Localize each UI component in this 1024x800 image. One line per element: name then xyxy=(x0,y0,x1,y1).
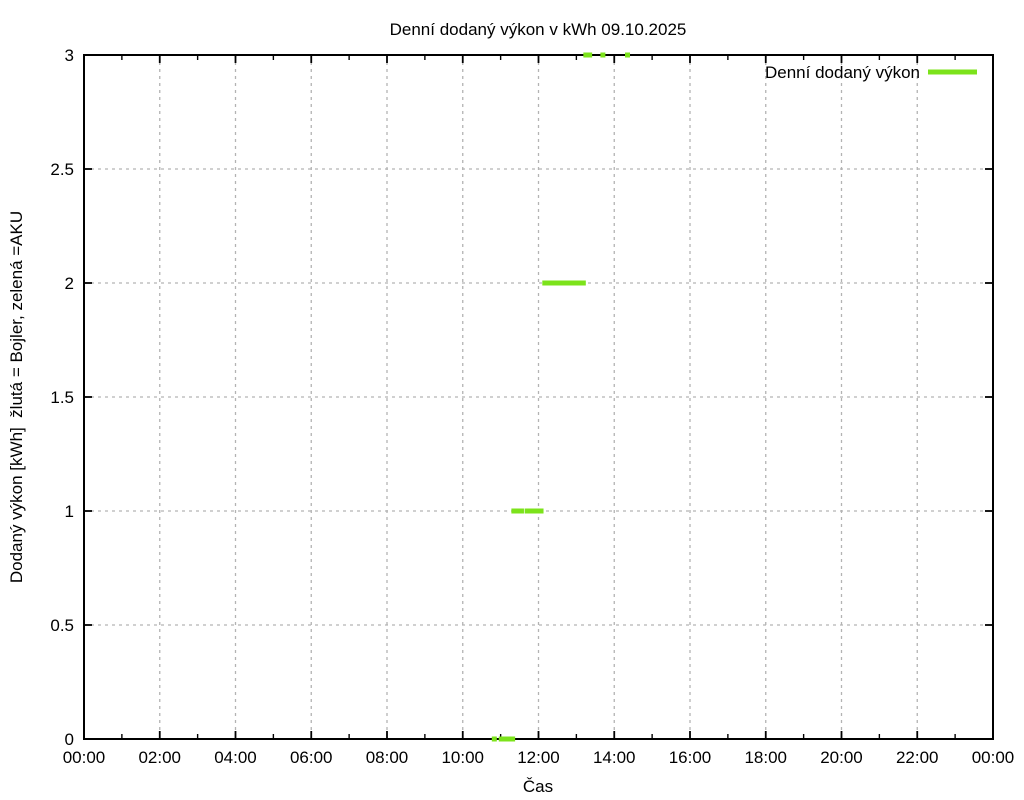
data-point xyxy=(577,280,583,286)
axes-and-ticks xyxy=(83,54,994,740)
y-tick-label: 2.5 xyxy=(50,160,74,179)
x-tick-label: 22:00 xyxy=(896,748,939,767)
x-tick-label: 20:00 xyxy=(820,748,863,767)
x-tick-label: 08:00 xyxy=(366,748,409,767)
x-tick-label: 18:00 xyxy=(744,748,787,767)
data-point xyxy=(556,280,562,286)
data-point xyxy=(515,508,521,514)
data-point xyxy=(491,736,497,742)
data-point xyxy=(510,736,516,742)
x-tick-label: 04:00 xyxy=(214,748,257,767)
data-point xyxy=(524,508,530,514)
x-tick-label: 00:00 xyxy=(972,748,1015,767)
legend-label: Denní dodaný výkon xyxy=(765,63,920,82)
data-point xyxy=(573,280,579,286)
x-tick-label: 14:00 xyxy=(593,748,636,767)
data-point xyxy=(542,280,548,286)
data-point xyxy=(625,52,631,58)
data-point xyxy=(498,736,504,742)
data-point xyxy=(506,736,512,742)
data-point xyxy=(518,508,524,514)
x-tick-labels: 00:00 02:00 04:00 06:00 08:00 10:00 12:00 14:00… xyxy=(63,748,1015,767)
x-tick-label: 16:00 xyxy=(669,748,712,767)
data-point xyxy=(549,280,555,286)
grid-lines xyxy=(84,55,993,739)
data-point xyxy=(600,52,606,58)
y-tick-label: 1 xyxy=(65,502,74,521)
y-tick-label: 2 xyxy=(65,274,74,293)
x-tick-label: 00:00 xyxy=(63,748,106,767)
data-point xyxy=(531,508,537,514)
data-point xyxy=(568,280,574,286)
data-point xyxy=(545,280,551,286)
data-point xyxy=(580,280,586,286)
x-tick-label: 10:00 xyxy=(441,748,484,767)
data-point xyxy=(565,280,571,286)
y-tick-label: 1.5 xyxy=(50,388,74,407)
x-tick-label: 02:00 xyxy=(138,748,181,767)
chart-title: Denní dodaný výkon v kWh 09.10.2025 xyxy=(390,20,687,39)
data-point xyxy=(538,508,544,514)
y-tick-label: 0 xyxy=(65,730,74,749)
legend: Denní dodaný výkon xyxy=(765,63,977,82)
y-axis-label: Dodaný výkon [kWh] žlutá = Bojler, zelen… xyxy=(7,211,26,583)
data-points xyxy=(491,52,631,742)
data-point xyxy=(561,280,567,286)
x-axis-label: Čas xyxy=(523,777,553,796)
data-point xyxy=(511,508,517,514)
data-point xyxy=(553,280,559,286)
data-point xyxy=(583,52,589,58)
y-tick-labels: 0 0.5 1 1.5 2 2.5 3 xyxy=(50,46,74,749)
x-tick-label: 06:00 xyxy=(290,748,333,767)
data-point xyxy=(536,508,541,514)
data-point xyxy=(528,508,534,514)
x-tick-label: 12:00 xyxy=(517,748,560,767)
data-point xyxy=(502,736,508,742)
y-tick-label: 0.5 xyxy=(50,616,74,635)
data-point xyxy=(587,52,593,58)
y-tick-label: 3 xyxy=(65,46,74,65)
